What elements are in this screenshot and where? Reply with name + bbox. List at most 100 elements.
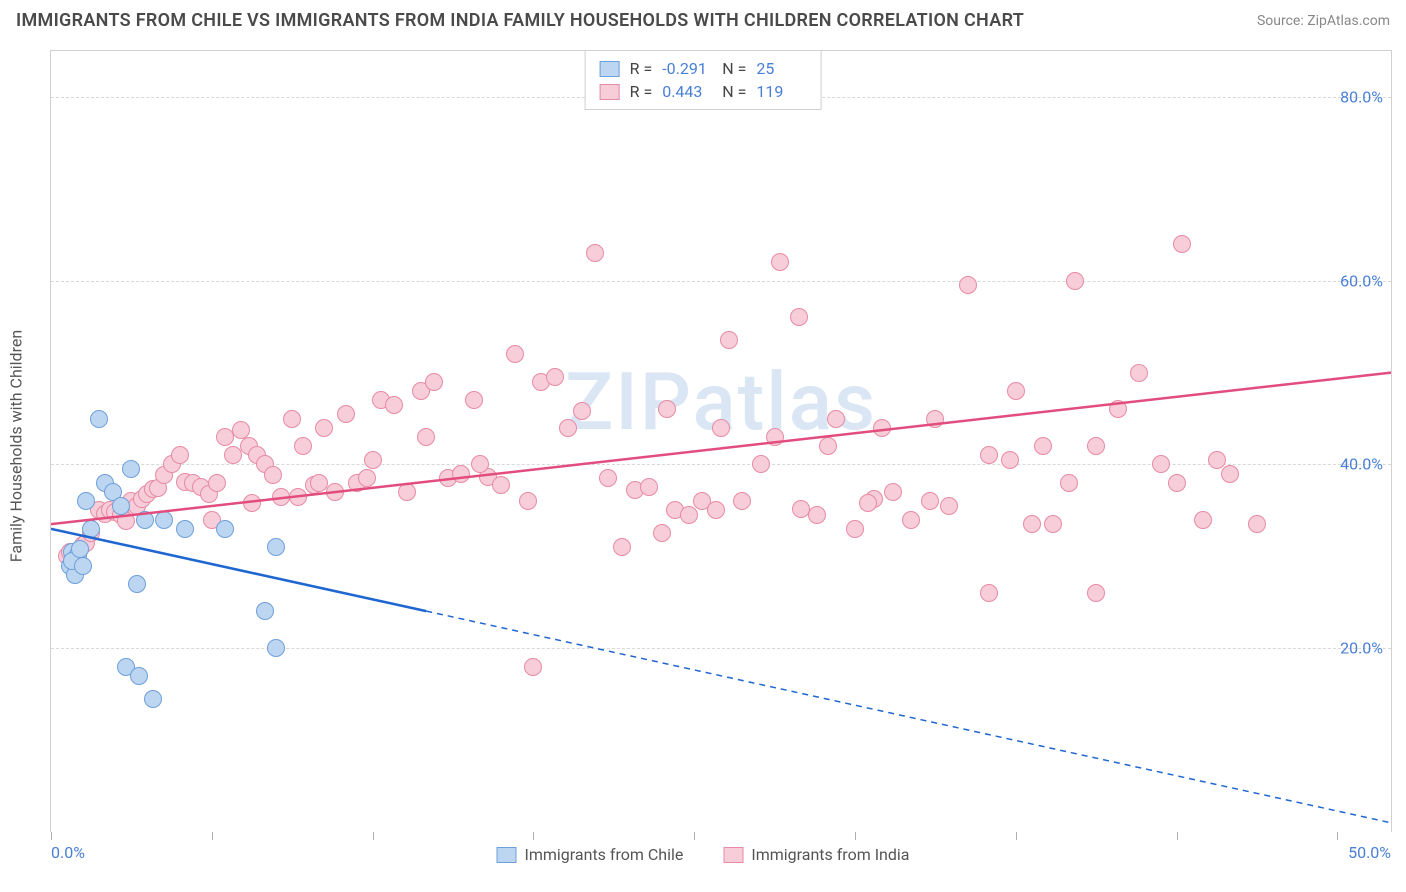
x-tick [533,832,534,840]
scatter-point [294,437,312,455]
r-label: R = [630,82,653,101]
scatter-point [337,405,355,423]
gridline [51,648,1391,649]
scatter-point [171,446,189,464]
n-label: N = [722,59,746,78]
scatter-point [792,500,810,518]
legend-series-item: Immigrants from Chile [497,845,684,864]
scatter-point [452,465,470,483]
scatter-point [1168,474,1186,492]
n-value: 119 [756,82,806,101]
legend-swatch [600,61,620,77]
scatter-point [859,494,877,512]
scatter-point [819,437,837,455]
scatter-point [1152,455,1170,473]
scatter-point [128,575,146,593]
scatter-plot: 20.0% 40.0% 60.0% 80.0% [51,51,1391,832]
scatter-point [506,345,524,363]
chart-header: IMMIGRANTS FROM CHILE VS IMMIGRANTS FROM… [0,0,1406,37]
scatter-point [74,557,92,575]
scatter-point [720,331,738,349]
scatter-point [680,506,698,524]
scatter-point [385,396,403,414]
scatter-point [902,511,920,529]
scatter-point [640,478,658,496]
scatter-point [471,455,489,473]
x-tick [373,832,374,840]
scatter-point [267,639,285,657]
gridline [51,464,1391,465]
x-tick [694,832,695,840]
x-axis-max-label: 50.0% [1348,843,1391,862]
scatter-point [1087,437,1105,455]
scatter-point [289,488,307,506]
scatter-point [613,538,631,556]
scatter-point [310,474,328,492]
y-tick-label: 60.0% [1340,271,1383,290]
scatter-point [940,497,958,515]
scatter-point [1173,235,1191,253]
scatter-point [155,511,173,529]
scatter-point [465,391,483,409]
y-tick-label: 40.0% [1340,455,1383,474]
scatter-point [519,492,537,510]
scatter-point [766,428,784,446]
correlation-legend: R =-0.291N =25R =0.443N =119 [585,50,822,110]
scatter-point [1087,584,1105,602]
scatter-point [1060,474,1078,492]
scatter-point [1001,451,1019,469]
scatter-point [216,520,234,538]
scatter-point [559,419,577,437]
r-value: 0.443 [662,82,712,101]
gridline [51,281,1391,282]
scatter-point [267,538,285,556]
scatter-point [256,602,274,620]
scatter-point [1130,364,1148,382]
scatter-point [733,492,751,510]
scatter-point [980,446,998,464]
chart-plot-area: ZIPatlas 20.0%40.0%60.0%80.0% 0.0% 50.0% [50,50,1392,832]
scatter-point [417,428,435,446]
x-tick [855,832,856,840]
legend-stat-row: R = 0.443 N = 119 [600,80,807,103]
n-label: N = [722,82,746,101]
legend-stat-row: R =-0.291N =25 [600,57,807,80]
y-tick-label: 80.0% [1340,87,1383,106]
scatter-point [1194,511,1212,529]
r-label: R = [630,59,653,78]
series-legend: Immigrants from Chile Immigrants from Ind… [497,845,910,864]
x-axis-min-label: 0.0% [51,843,85,862]
scatter-point [921,492,939,510]
legend-swatch [723,847,743,863]
y-axis-title: Family Households with Children [7,330,26,562]
scatter-point [90,410,108,428]
scatter-point [122,460,140,478]
scatter-point [980,584,998,602]
x-tick [1337,832,1338,840]
scatter-point [315,419,333,437]
scatter-point [1066,272,1084,290]
x-tick [1016,832,1017,840]
scatter-point [364,451,382,469]
scatter-point [77,492,95,510]
scatter-point [573,402,591,420]
scatter-point [707,501,725,519]
legend-swatch [497,847,517,863]
scatter-point [71,540,89,558]
scatter-point [771,253,789,271]
scatter-point [752,455,770,473]
scatter-point [1023,515,1041,533]
r-value: -0.291 [662,59,712,78]
scatter-point [208,474,226,492]
scatter-point [653,524,671,542]
scatter-point [144,690,162,708]
scatter-point [524,658,542,676]
legend-series-label: Immigrants from Chile [525,845,684,864]
scatter-point [82,520,100,538]
legend-swatch [600,84,620,100]
y-tick-label: 20.0% [1340,639,1383,658]
legend-series-label: Immigrants from India [751,845,909,864]
scatter-point [1109,400,1127,418]
scatter-point [712,419,730,437]
scatter-point [599,469,617,487]
